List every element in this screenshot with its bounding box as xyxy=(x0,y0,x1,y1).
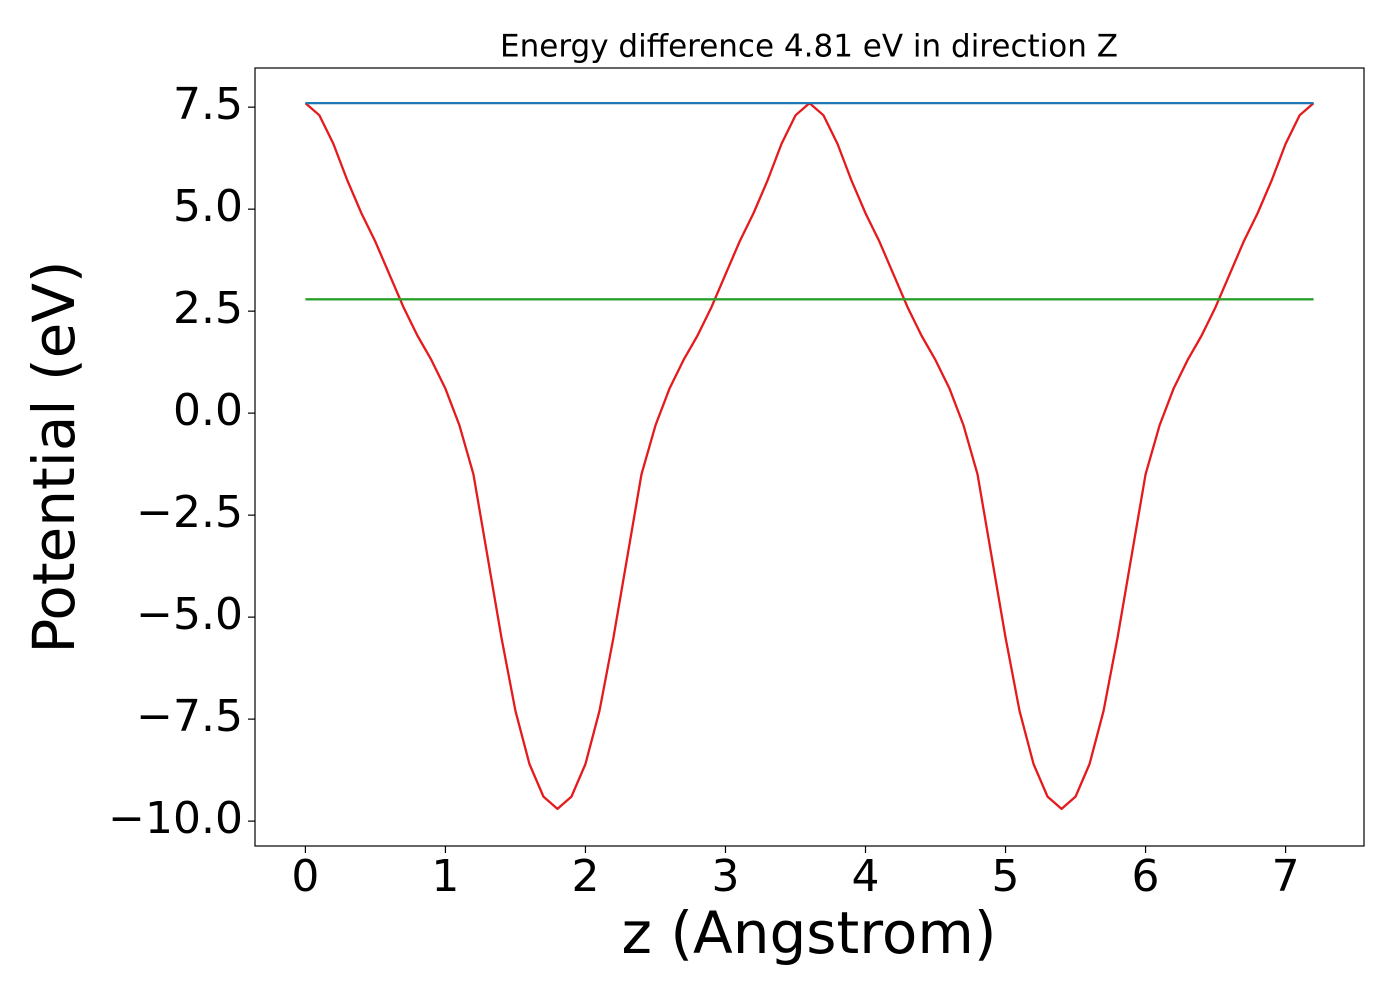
x-tick-label: 2 xyxy=(571,851,599,902)
y-tick-label: 0.0 xyxy=(173,385,243,436)
y-tick-label: −5.0 xyxy=(136,589,243,640)
x-tick-label: 6 xyxy=(1132,851,1160,902)
y-tick-label: −7.5 xyxy=(136,691,243,742)
x-tick-label: 3 xyxy=(711,851,739,902)
y-tick-label: 7.5 xyxy=(173,79,243,130)
x-axis-label: z (Angstrom) xyxy=(622,899,997,967)
x-tick-label: 5 xyxy=(992,851,1020,902)
plot-frame xyxy=(254,67,1365,847)
line-series xyxy=(304,101,1315,811)
x-tick-label: 4 xyxy=(852,851,880,902)
chart-title: Energy difference 4.81 eV in direction Z xyxy=(500,29,1118,65)
x-tick-label: 7 xyxy=(1272,851,1300,902)
y-tick-label: −2.5 xyxy=(136,487,243,538)
y-tick-label: 5.0 xyxy=(173,181,243,232)
x-tick-label: 1 xyxy=(431,851,459,902)
y-axis-label: Potential (eV) xyxy=(20,260,88,653)
y-tick-label: −10.0 xyxy=(108,793,243,844)
y-tick-label: 2.5 xyxy=(173,283,243,334)
x-tick-label: 0 xyxy=(291,851,319,902)
